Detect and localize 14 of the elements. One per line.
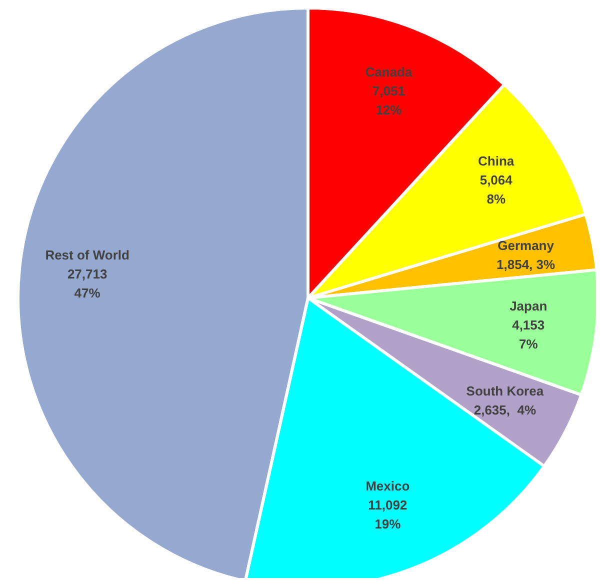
- data-label: 2,635, 4%: [474, 402, 536, 418]
- slice-label: Canada: [365, 64, 413, 80]
- slice-label: Japan: [510, 298, 548, 314]
- data-label: 1,854, 3%: [496, 256, 556, 272]
- data-label: 5,064 8%: [480, 172, 514, 207]
- slice-label: Rest of World: [45, 247, 130, 262]
- slice-label: Germany: [498, 238, 555, 253]
- slice-label: South Korea: [466, 383, 544, 398]
- slice-label: China: [478, 154, 515, 169]
- data-label: 11,092 19%: [368, 498, 408, 532]
- data-label: 27,713 47%: [67, 266, 108, 300]
- data-label: 7,051 12%: [372, 84, 405, 118]
- data-label: 4,153 7%: [512, 317, 545, 352]
- slice-label: Mexico: [366, 478, 410, 494]
